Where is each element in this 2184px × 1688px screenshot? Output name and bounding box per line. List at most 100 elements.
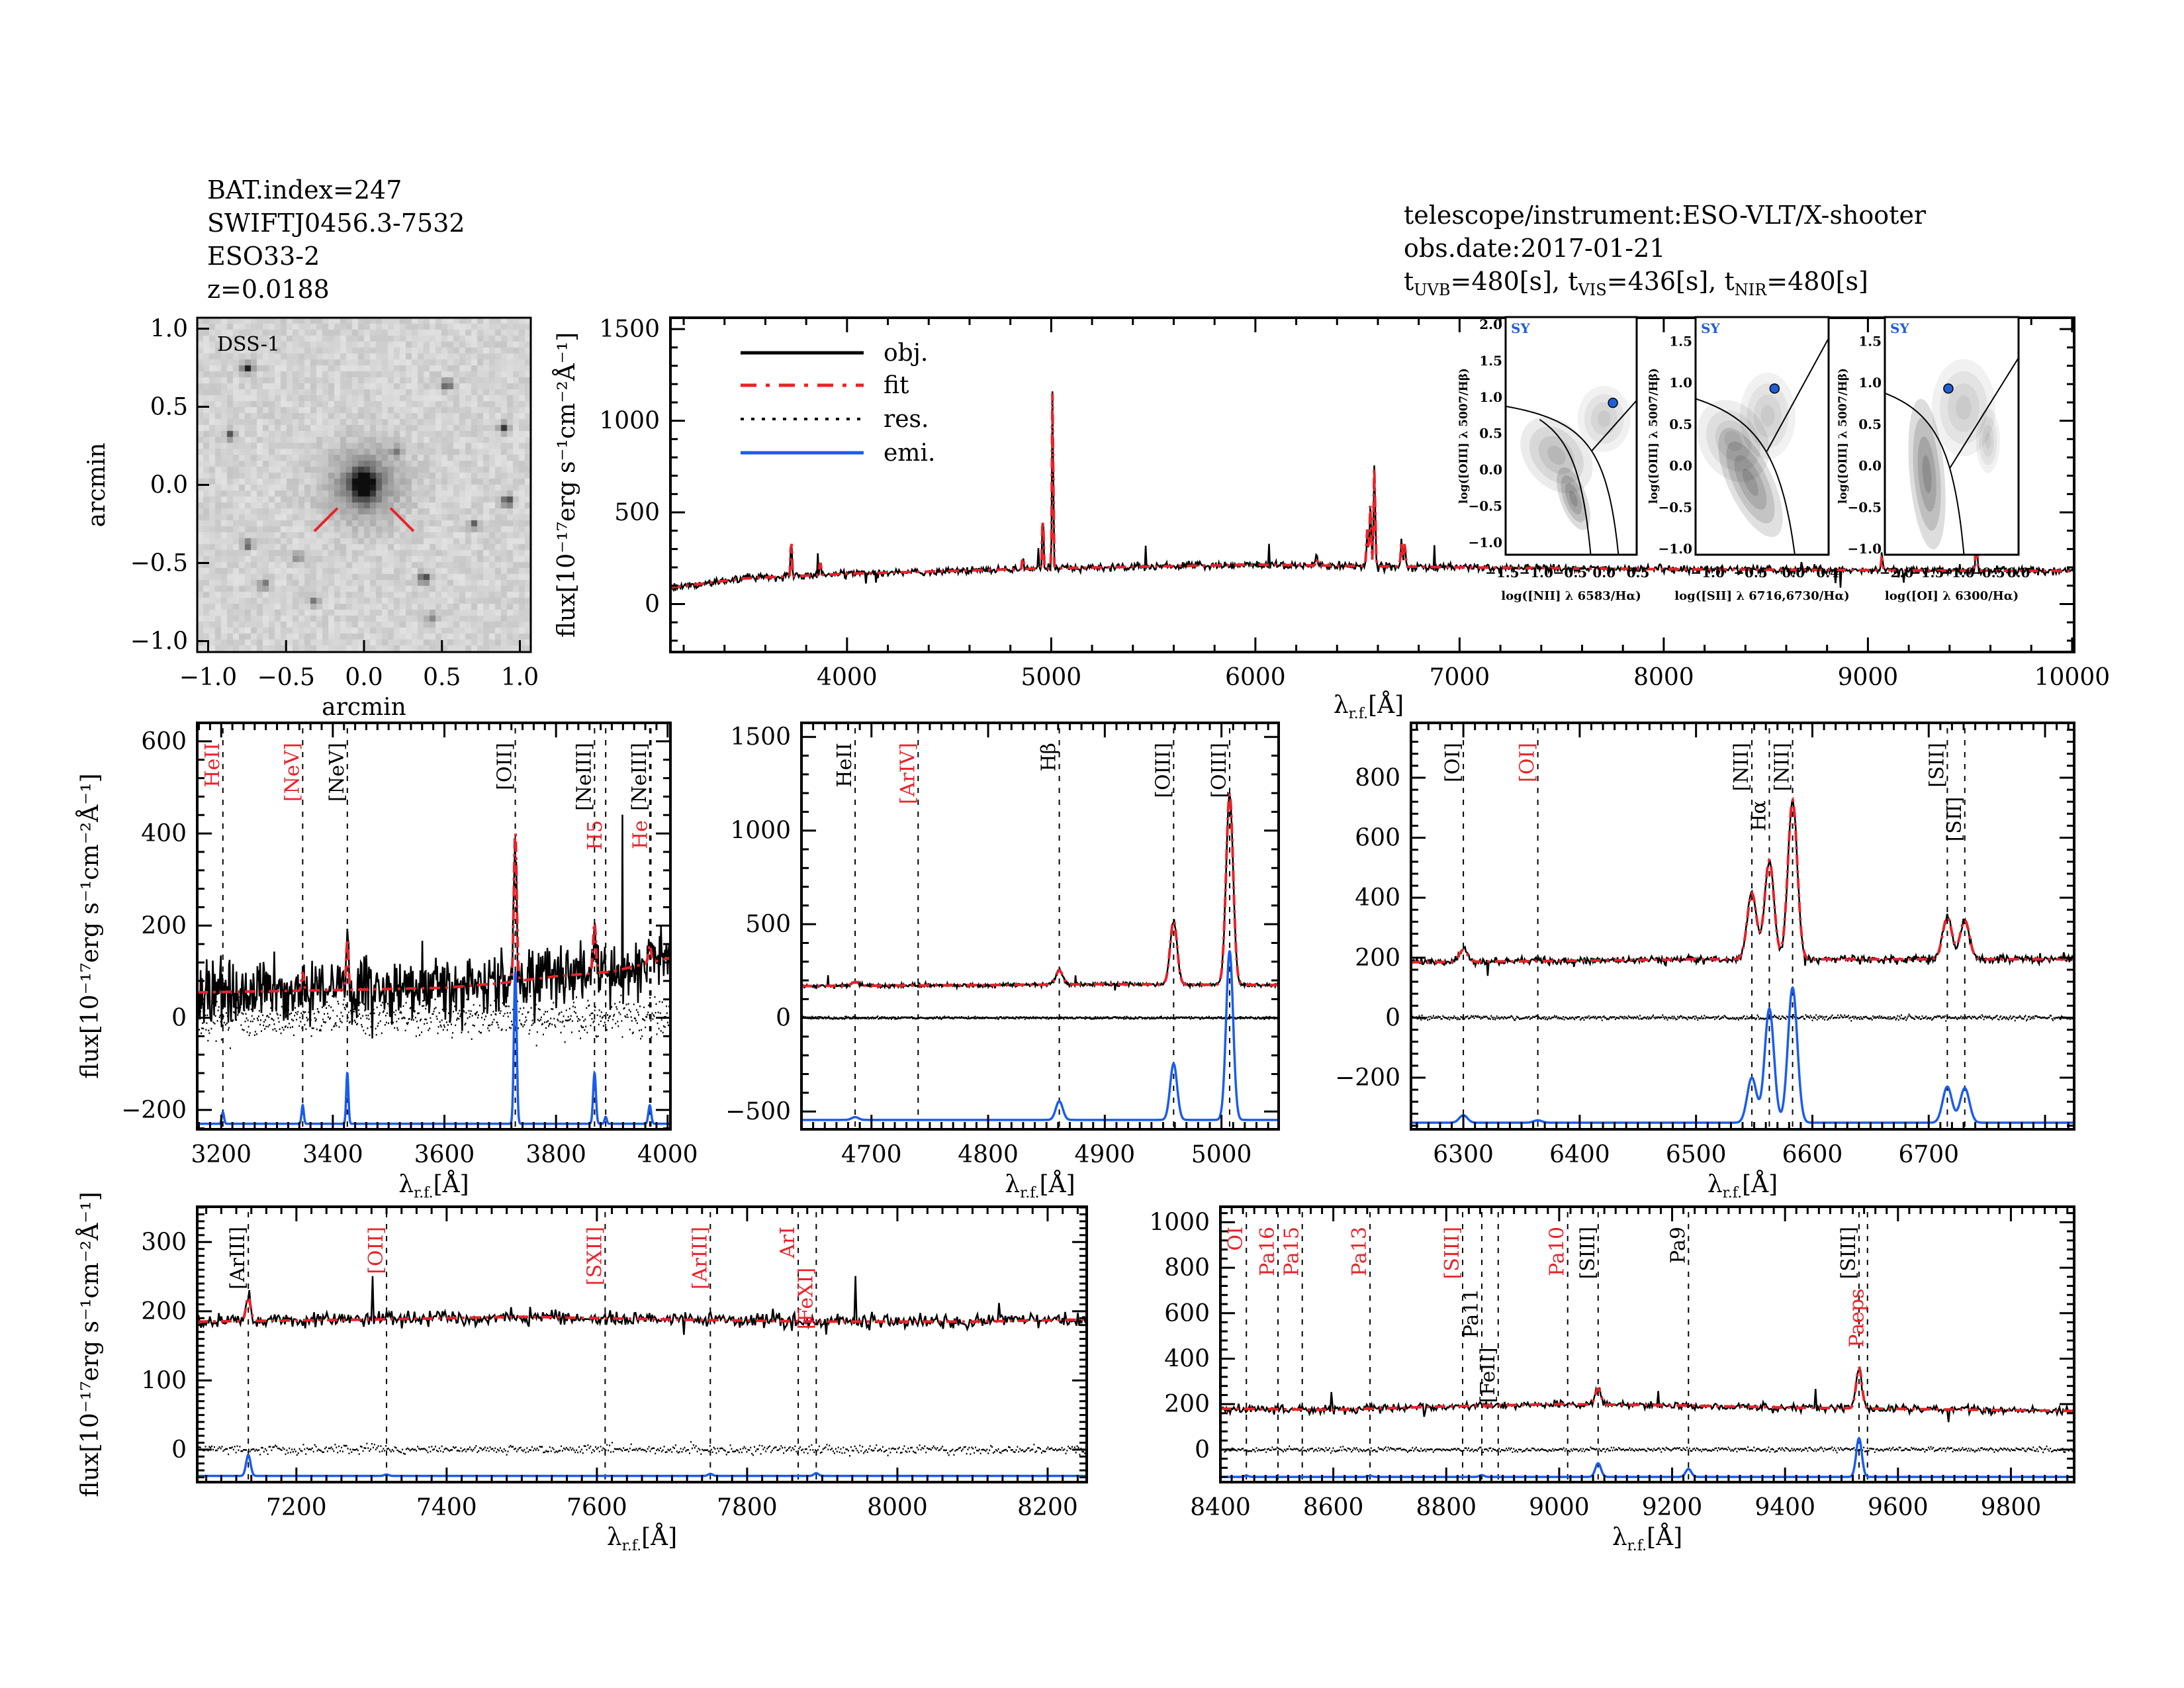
- line-marker-label: [SIII]: [1441, 1227, 1464, 1280]
- y-tick-label: 0: [645, 590, 660, 618]
- wavelength-axis-label: λr.f.[Å]: [1707, 1170, 1778, 1201]
- galaxy-name: ESO33-2: [207, 242, 320, 271]
- plot-area: [197, 728, 670, 1129]
- bpt-x-tick-label: 0.0: [1592, 565, 1615, 581]
- line-marker-label: Hβ: [1038, 743, 1061, 772]
- y-tick-label: 1.0: [150, 316, 188, 343]
- line-marker-label: OI: [1224, 1227, 1248, 1250]
- class-tag: SY: [1701, 320, 1720, 336]
- object-spectrum: [197, 1276, 1087, 1335]
- x-tick-label: 8800: [1416, 1494, 1477, 1521]
- y-tick-label: 400: [141, 820, 187, 847]
- density-blob: [1715, 420, 1752, 461]
- y-tick-label: 600: [1164, 1300, 1210, 1327]
- x-tick-label: 5000: [1191, 1141, 1252, 1168]
- y-tick-label: −1.0: [130, 628, 188, 655]
- y-tick-label: 1500: [599, 316, 660, 343]
- bpt-x-tick-label: −1.5: [1485, 565, 1520, 581]
- bpt-y-tick-label: 0.5: [1479, 426, 1502, 442]
- density-blob: [1561, 475, 1586, 523]
- x-tick-label: 7000: [1430, 664, 1490, 691]
- bpt-y-tick-label: −1.0: [1847, 541, 1882, 557]
- density-blob: [1557, 467, 1590, 530]
- line-marker-label: [OIII]: [1208, 743, 1231, 798]
- y-tick-label: 500: [745, 911, 791, 938]
- line-marker-label: [NeV]: [326, 743, 349, 802]
- line-marker-label: [OI]: [1441, 743, 1465, 782]
- object-spectrum: [1411, 798, 2074, 976]
- line-marker-label: [FeXI]: [794, 1268, 817, 1330]
- x-tick-label: 1.0: [501, 664, 539, 691]
- y-tick-label: −200: [1335, 1064, 1400, 1092]
- y-tick-label: 1000: [599, 408, 660, 435]
- axes-frame: [800, 722, 1280, 1131]
- bpt-x-tick-label: −0.5: [1553, 565, 1588, 581]
- y-tick-label: 300: [141, 1229, 187, 1256]
- x-tick-label: 6400: [1549, 1141, 1610, 1168]
- target-marker-left: [313, 507, 339, 532]
- swift-name: SWIFTJ0456.3-7532: [207, 209, 465, 238]
- density-blob: [1979, 416, 1997, 465]
- line-marker-label: ArI: [776, 1227, 799, 1259]
- bpt-x-label: log([SII] λ 6716,6730/Hα): [1674, 589, 1849, 603]
- density-blob: [1569, 491, 1578, 507]
- dss-image: [197, 318, 531, 652]
- bpt-y-tick-label: 1.0: [1858, 375, 1882, 391]
- demarcation-line: [1539, 418, 1592, 555]
- density-blob: [1760, 405, 1775, 427]
- x-tick-label: 9000: [1838, 664, 1899, 691]
- wavelength-axis-label: λr.f.[Å]: [1612, 1523, 1682, 1554]
- y-tick-label: 0: [171, 1005, 187, 1032]
- spectrum-panel-7070-8250: [ArIII] [OII] [SXII] [ArIII] ArI [FeXI] 7200 74…: [141, 1205, 1088, 1521]
- legend-label: emi.: [884, 440, 935, 467]
- density-contours: [1506, 385, 1637, 555]
- bpt-y-tick-label: 2.0: [1479, 316, 1502, 332]
- x-tick-label: 8000: [1633, 664, 1694, 691]
- y-tick-label: 400: [1355, 884, 1400, 912]
- bpt-diagram-2: SY −1.0 −0.5 0.0 0.4 −1.0 −0.5 0.0 0.5 1.0 1.5 log(…: [1647, 316, 1850, 603]
- density-blob: [1955, 395, 1972, 420]
- y-tick-label: 500: [614, 499, 660, 526]
- plot-area: [197, 1212, 1087, 1482]
- line-marker-label: [NII]: [1771, 743, 1794, 791]
- fit-spectrum: [801, 793, 1279, 988]
- demarcation-line: [1766, 336, 1829, 452]
- object-info: BAT.index=247 SWIFTJ0456.3-7532 ESO33-2 …: [207, 173, 465, 306]
- bpt-x-tick-label: 0.0: [1782, 565, 1805, 581]
- fit-spectrum: [1411, 796, 2074, 964]
- line-marker-label: [SII]: [1925, 743, 1948, 788]
- bpt-x-tick-label: 0.5: [1627, 565, 1650, 581]
- density-blob: [1922, 455, 1932, 493]
- demarcation-line: [1948, 356, 2019, 469]
- dss-frame: [196, 316, 532, 653]
- bpt-y-tick-label: 1.5: [1669, 333, 1692, 349]
- line-marker-label: [OIII]: [1152, 743, 1175, 798]
- bpt-y-tick-label: 0.0: [1858, 458, 1882, 474]
- x-tick-label: 7800: [717, 1494, 778, 1521]
- line-marker-label: Hα: [1747, 800, 1770, 831]
- density-blob: [1706, 410, 1761, 472]
- bpt-y-tick-label: −1.0: [1468, 534, 1502, 550]
- x-tick-label: 6600: [1782, 1141, 1843, 1168]
- x-tick-label: 6500: [1666, 1141, 1727, 1168]
- bpt-frame: [1884, 316, 2020, 556]
- density-blob: [1932, 359, 1995, 457]
- bpt-y-tick-label: −0.5: [1468, 498, 1502, 514]
- x-tick-label: 4900: [1075, 1141, 1136, 1168]
- residual-series: [801, 1015, 1279, 1021]
- density-blob: [1529, 426, 1584, 484]
- x-tick-label: 8200: [1017, 1494, 1078, 1521]
- bpt-diagram-1: SY−1.5 −1.0 −0.5 0.0 0.5−1.0−0.50.00.51.01.5…: [1457, 316, 1650, 603]
- obs-date: obs.date:2017-01-21: [1404, 234, 1666, 263]
- line-marker-label: [NeV]: [281, 743, 304, 802]
- bpt-x-tick-label: −1.0: [1519, 565, 1553, 581]
- spectrum-panel-6250-6800: [OI] [OI] [NII]Hα[NII] [SII][SII]6300 6400 65…: [1335, 722, 2075, 1168]
- density-blob: [1520, 416, 1593, 494]
- line-marker-label: He: [629, 820, 652, 849]
- density-contours: [1885, 356, 2019, 555]
- flux-axis-label: flux[10⁻¹⁷erg s⁻¹cm⁻²Å⁻¹]: [76, 773, 104, 1078]
- line-marker-label: HeII: [833, 743, 856, 788]
- y-tick-label: −0.5: [130, 549, 188, 577]
- x-tick-label: 5000: [1021, 664, 1082, 691]
